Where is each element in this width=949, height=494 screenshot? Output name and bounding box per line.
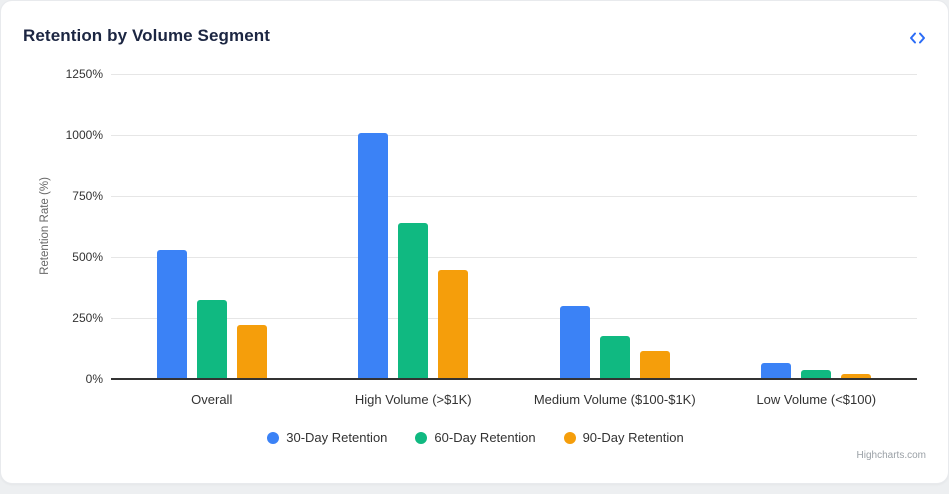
bar-90-day-retention-low-volume-100[interactable]: [841, 373, 872, 379]
bar-90-day-retention-overall[interactable]: [236, 324, 267, 379]
legend-marker-icon: [267, 431, 280, 444]
gridline: [111, 73, 917, 75]
y-tick-label: 1250%: [65, 67, 103, 81]
credits-link[interactable]: Highcharts.com: [856, 450, 926, 461]
bar-30-day-retention-medium-volume-100-1k[interactable]: [559, 306, 590, 379]
gridline: [111, 195, 917, 197]
bar-90-day-retention-high-volume-1k[interactable]: [438, 270, 469, 379]
gridline: [111, 256, 917, 258]
x-axis-line: [111, 378, 917, 380]
gridline: [111, 317, 917, 319]
x-axis-category-label: High Volume (>$1K): [354, 392, 472, 407]
legend-marker-icon: [563, 431, 576, 444]
y-tick-label: 500%: [72, 250, 103, 264]
chart-area: Retention Rate (%) 0% 250% 500% 750% 1000% 12…: [1, 1, 949, 485]
bar-60-day-retention-high-volume-1k[interactable]: [398, 222, 429, 379]
x-axis-category-label: Overall: [191, 392, 233, 407]
bar-30-day-retention-overall[interactable]: [156, 250, 187, 379]
bar-60-day-retention-low-volume-100[interactable]: [801, 370, 832, 379]
gridline: [111, 134, 917, 136]
bar-30-day-retention-low-volume-100[interactable]: [761, 363, 792, 379]
legend-marker-icon: [415, 431, 428, 444]
bar-90-day-retention-medium-volume-100-1k[interactable]: [639, 351, 670, 379]
code-icon[interactable]: [907, 29, 928, 47]
bar-60-day-retention-medium-volume-100-1k[interactable]: [599, 336, 630, 379]
page-title: Retention by Volume Segment: [23, 26, 271, 45]
bar-60-day-retention-overall[interactable]: [196, 299, 227, 379]
y-tick-label: 1000%: [65, 128, 103, 142]
x-axis-category-label: Medium Volume ($100-$1K): [533, 392, 696, 407]
legend-label: 90-Day Retention: [582, 430, 684, 445]
x-axis-category-label: Low Volume (<$100): [756, 392, 877, 407]
y-tick-label: 750%: [72, 189, 103, 203]
legend-item-90-day-retention[interactable]: 90-Day Retention: [563, 430, 684, 445]
legend-item-60-day-retention[interactable]: 60-Day Retention: [415, 430, 536, 445]
chart-card: Retention by Volume Segment Retention Ra…: [0, 0, 949, 484]
y-tick-label: 0%: [85, 372, 103, 386]
legend-item-30-day-retention[interactable]: 30-Day Retention: [267, 430, 387, 445]
legend: 30-Day Retention 60-Day Retention 90-Day R…: [1, 430, 949, 445]
y-tick-label: 250%: [72, 311, 103, 325]
bar-30-day-retention-high-volume-1k[interactable]: [358, 132, 389, 379]
legend-label: 30-Day Retention: [286, 430, 388, 445]
legend-label: 60-Day Retention: [434, 430, 536, 445]
